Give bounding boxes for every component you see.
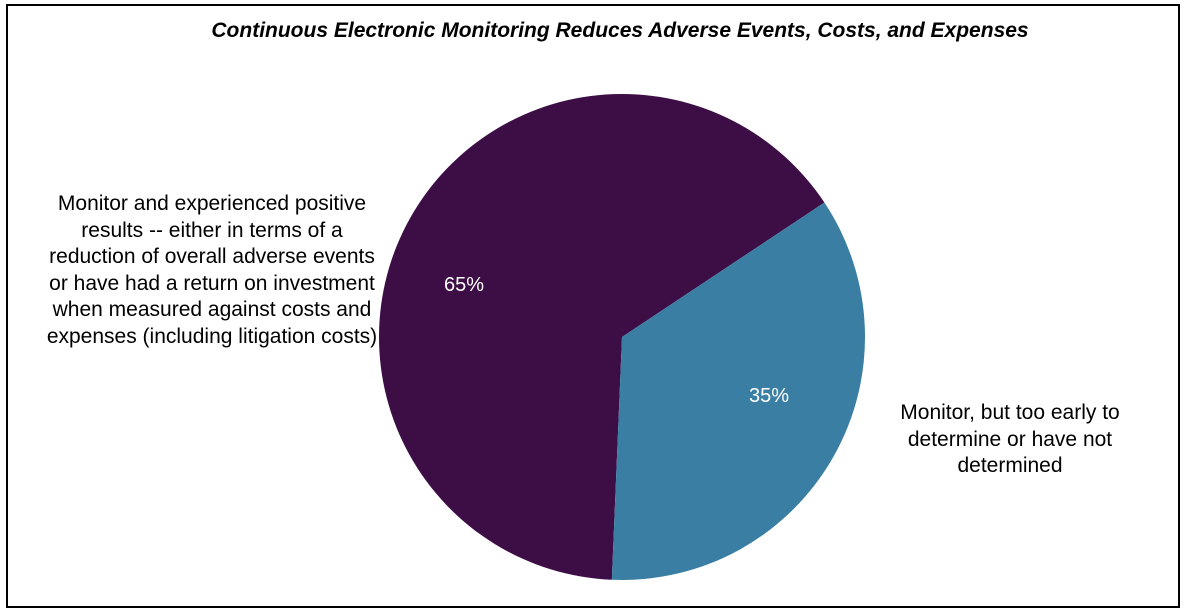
pie-slice-positive-results (378, 93, 825, 580)
category-label-positive-results: Monitor and experienced positive results… (46, 192, 378, 348)
category-label-too-early: Monitor, but too early to determine or h… (900, 401, 1120, 477)
slice-label-65: 65% (444, 274, 485, 296)
pie-slice-too-early (611, 202, 865, 580)
chart-title: Continuous Electronic Monitoring Reduces… (211, 19, 1029, 42)
slice-label-35: 35% (749, 385, 790, 407)
